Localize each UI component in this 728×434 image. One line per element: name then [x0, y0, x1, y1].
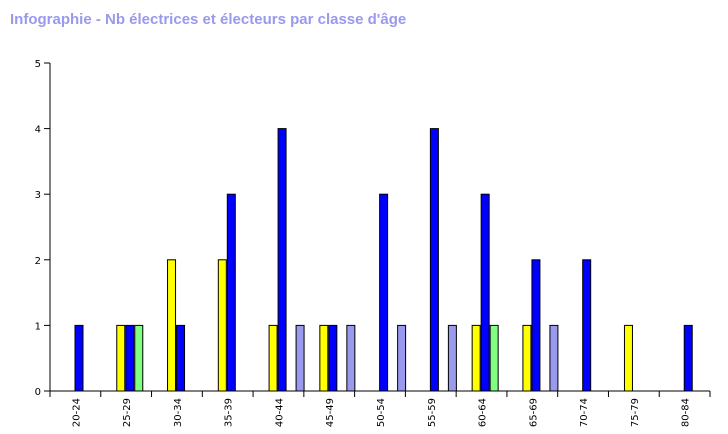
bar-35-39-s2 — [226, 193, 236, 392]
x-tick-label: 65-69 — [528, 398, 539, 427]
x-tick-label: 40-44 — [274, 398, 285, 427]
x-tick-label: 55-59 — [427, 398, 438, 427]
x-tick-label: 80-84 — [681, 398, 692, 427]
x-tick-label: 35-39 — [224, 398, 235, 427]
y-tick-label: 5 — [35, 59, 41, 70]
x-tick-label: 25-29 — [122, 398, 133, 427]
y-axis-ticks: 0 1 2 3 4 5 — [35, 59, 50, 398]
bar-60-64-s2 — [480, 193, 490, 392]
bar-75-79-s1 — [623, 324, 633, 392]
chart-title: Infographie - Nb électrices et électeurs… — [10, 11, 407, 28]
bar-35-39-s1 — [217, 259, 227, 392]
x-tick-label: 75-79 — [630, 398, 641, 427]
x-tick-label: 20-24 — [71, 398, 82, 427]
bar-70-74-s2 — [582, 259, 592, 392]
bar-55-59-s4 — [447, 324, 457, 392]
y-tick-label: 1 — [35, 321, 41, 332]
bar-50-54-s2 — [379, 193, 389, 392]
bar-30-34-s1 — [167, 259, 177, 392]
bar-45-49-s4 — [346, 324, 356, 392]
bar-40-44-s4 — [295, 324, 305, 392]
bar-45-49-s2 — [328, 324, 338, 392]
x-tick-label: 70-74 — [579, 398, 590, 427]
bar-40-44-s1 — [268, 324, 278, 392]
bar-55-59-s2 — [429, 128, 439, 392]
bar-30-34-s2 — [176, 324, 186, 392]
bar-40-44-s2 — [277, 128, 287, 392]
bar-65-69-s2 — [531, 259, 541, 392]
bar-60-64-s1 — [471, 324, 481, 392]
y-tick-label: 0 — [35, 387, 41, 398]
bar-65-69-s1 — [522, 324, 532, 392]
bar-65-69-s4 — [549, 324, 559, 392]
bar-45-49-s1 — [319, 324, 329, 392]
x-tick-label: 45-49 — [325, 398, 336, 427]
y-tick-label: 3 — [35, 190, 41, 201]
bar-25-29-s2 — [125, 324, 135, 392]
bar-50-54-s4 — [397, 324, 407, 392]
bar-60-64-s3 — [489, 324, 499, 392]
x-tick-label: 60-64 — [478, 398, 489, 427]
y-tick-label: 4 — [35, 125, 41, 136]
x-tick-label: 50-54 — [376, 398, 387, 427]
bar-25-29-s1 — [116, 324, 126, 392]
x-tick-label: 30-34 — [173, 398, 184, 427]
bar-25-29-s3 — [134, 324, 144, 392]
y-tick-label: 2 — [35, 256, 41, 267]
x-axis-ticks: 20-24 25-29 30-34 35-39 40-44 45-49 50-54 55-59… — [71, 391, 711, 427]
bar-20-24-s2 — [74, 324, 84, 392]
bar-80-84-s2 — [683, 324, 693, 392]
axes-group — [44, 63, 710, 397]
bars-group — [74, 128, 693, 392]
